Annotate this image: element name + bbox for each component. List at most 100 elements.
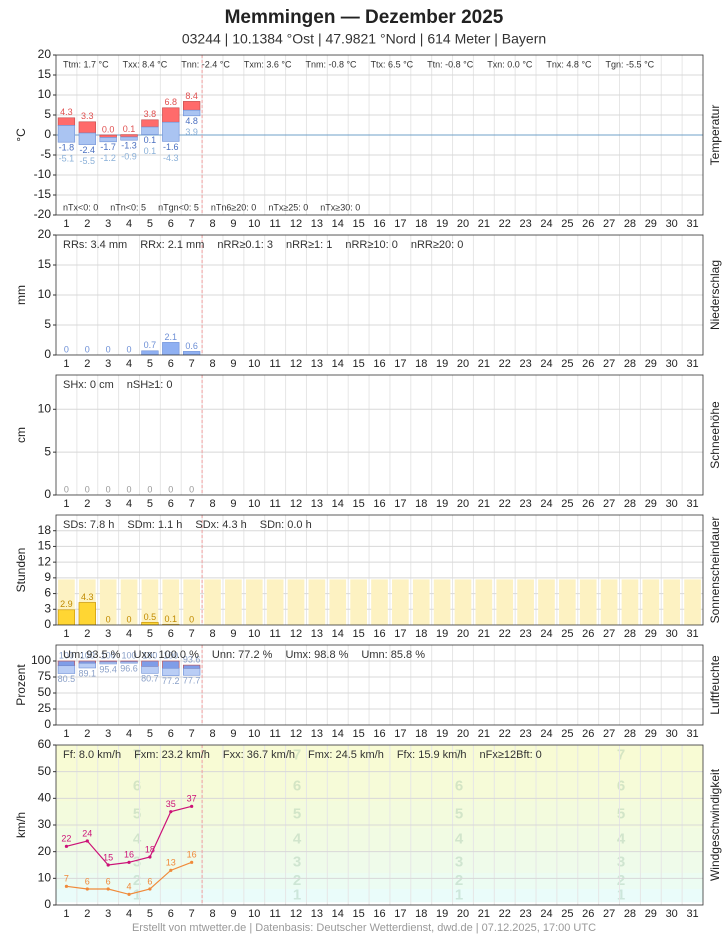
background-bar — [329, 579, 347, 625]
lower-bar — [78, 132, 96, 145]
x-tick-label: 30 — [666, 218, 678, 230]
plot-area: 4.3 -1.8-5.1 3.3 -2.4-5.5 0.0 -1.7-1.2 0.1 -1.3… — [56, 55, 703, 215]
x-tick-label: 3 — [105, 218, 111, 230]
statistic: nTn<0: 5 — [110, 202, 146, 212]
x-tick-label: 11 — [269, 358, 280, 370]
x-tick-label: 10 — [248, 628, 260, 640]
max-label: 100 — [59, 650, 74, 660]
statistic: Tgn: -5.5 °C — [606, 59, 655, 69]
x-tick-label: 19 — [436, 218, 448, 230]
x-tick-label: 11 — [269, 728, 280, 740]
beaufort-label: 6 — [455, 777, 463, 794]
x-tick-label: 29 — [645, 728, 657, 740]
background-bar — [266, 579, 284, 625]
statistic: SDn: 0.0 h — [260, 519, 312, 531]
x-tick-label: 23 — [519, 498, 531, 510]
statistic: Txx: 8.4 °C — [123, 59, 168, 69]
x-tick-label: 11 — [269, 498, 280, 510]
y-tick-label: 50 — [38, 764, 52, 778]
x-tick-label: 18 — [415, 728, 427, 740]
y-tick-label: 0 — [44, 717, 51, 731]
x-tick-label: 2 — [84, 908, 90, 920]
statistic: nTx≥25: 0 — [268, 202, 308, 212]
value-label: 0.6 — [185, 341, 198, 351]
value-label: 16 — [187, 850, 197, 860]
x-tick-label: 22 — [499, 358, 511, 370]
value-label: 13 — [166, 858, 176, 868]
beaufort-label: 3 — [617, 853, 625, 870]
statistic: Ff: 8.0 km/h — [63, 749, 121, 761]
value-label: 0 — [127, 344, 132, 354]
statistic: Tnm: -0.8 °C — [305, 59, 357, 69]
y-tick-label: 20 — [38, 47, 52, 61]
x-tick-label: 14 — [332, 498, 344, 510]
panel-title: Windgeschwindigkeit — [708, 768, 722, 881]
x-tick-label: 19 — [436, 728, 448, 740]
background-bar — [162, 579, 180, 625]
background-bar — [642, 579, 660, 625]
plot-frame — [55, 644, 704, 726]
statistic: Umn: 85.8 % — [361, 649, 425, 661]
x-tick-label: 16 — [373, 358, 385, 370]
x-tick-label: 1 — [63, 728, 69, 740]
value-label: 7 — [64, 874, 69, 884]
x-tick-label: 18 — [415, 908, 427, 920]
value-label: 0.7 — [144, 340, 157, 350]
statistic: nTn6≥20: 0 — [211, 202, 256, 212]
x-tick-label: 16 — [373, 628, 385, 640]
background-bar — [120, 579, 138, 625]
beaufort-label: 5 — [133, 805, 141, 822]
series-point — [190, 860, 194, 864]
value-label: 6 — [106, 876, 111, 886]
x-tick-label: 3 — [105, 728, 111, 740]
y-tick-label: 20 — [38, 227, 52, 241]
plot-area: 2.9 4.3 0 0 0.5 0.1 0 — [56, 515, 703, 625]
lower-bar — [99, 137, 117, 143]
plot-background — [56, 375, 703, 495]
x-tick-label: 4 — [126, 218, 132, 230]
plot-frame — [55, 54, 704, 216]
x-tick-label: 20 — [457, 908, 469, 920]
x-tick-label: 25 — [561, 628, 573, 640]
statistic: RRs: 3.4 mm — [63, 239, 127, 251]
x-tick-label: 20 — [457, 218, 469, 230]
beaufort-label: 2 — [455, 872, 463, 889]
background-bar — [496, 579, 514, 625]
beaufort-label: 5 — [455, 805, 463, 822]
upper-bar — [99, 134, 117, 138]
x-tick-label: 14 — [332, 218, 344, 230]
beaufort-label: 7 — [455, 747, 463, 764]
x-tick-label: 23 — [519, 728, 531, 740]
background-bar — [558, 579, 576, 625]
y-tick-label: 40 — [38, 791, 52, 805]
value-label: 37 — [187, 794, 197, 804]
x-tick-label: 10 — [248, 358, 260, 370]
x-tick-label: 9 — [230, 628, 236, 640]
y-tick-label: 10 — [38, 87, 52, 101]
beaufort-label: 2 — [617, 872, 625, 889]
y-tick-label: 10 — [38, 871, 52, 885]
min-label: 77.7 — [183, 676, 201, 686]
x-tick-label: 3 — [105, 358, 111, 370]
x-tick-label: 8 — [209, 628, 215, 640]
background-bar — [245, 579, 263, 625]
x-tick-label: 17 — [394, 908, 406, 920]
x-tick-label: 1 — [63, 218, 69, 230]
min-label: 80.7 — [141, 674, 159, 684]
min-label: 77.2 — [162, 676, 180, 686]
x-tick-label: 20 — [457, 358, 469, 370]
y-tick-label: 30 — [38, 817, 52, 831]
plot-area: 100 80.5 100 89.1 100 95.4 100 96.6 100 80.7 100 77… — [56, 645, 703, 725]
beaufort-band — [56, 801, 703, 828]
x-tick-label: 27 — [603, 728, 615, 740]
x-tick-label: 12 — [290, 358, 302, 370]
max-label: 3.3 — [81, 111, 94, 121]
x-tick-label: 24 — [540, 728, 552, 740]
background-bar — [412, 579, 430, 625]
x-tick-label: 13 — [311, 628, 323, 640]
x-tick-label: 23 — [519, 358, 531, 370]
panel-title: Niederschlag — [708, 260, 722, 330]
statistic: Tnn: -2.4 °C — [181, 59, 230, 69]
y-tick-label: -10 — [34, 167, 52, 181]
statistic: SHx: 0 cm — [63, 379, 114, 391]
